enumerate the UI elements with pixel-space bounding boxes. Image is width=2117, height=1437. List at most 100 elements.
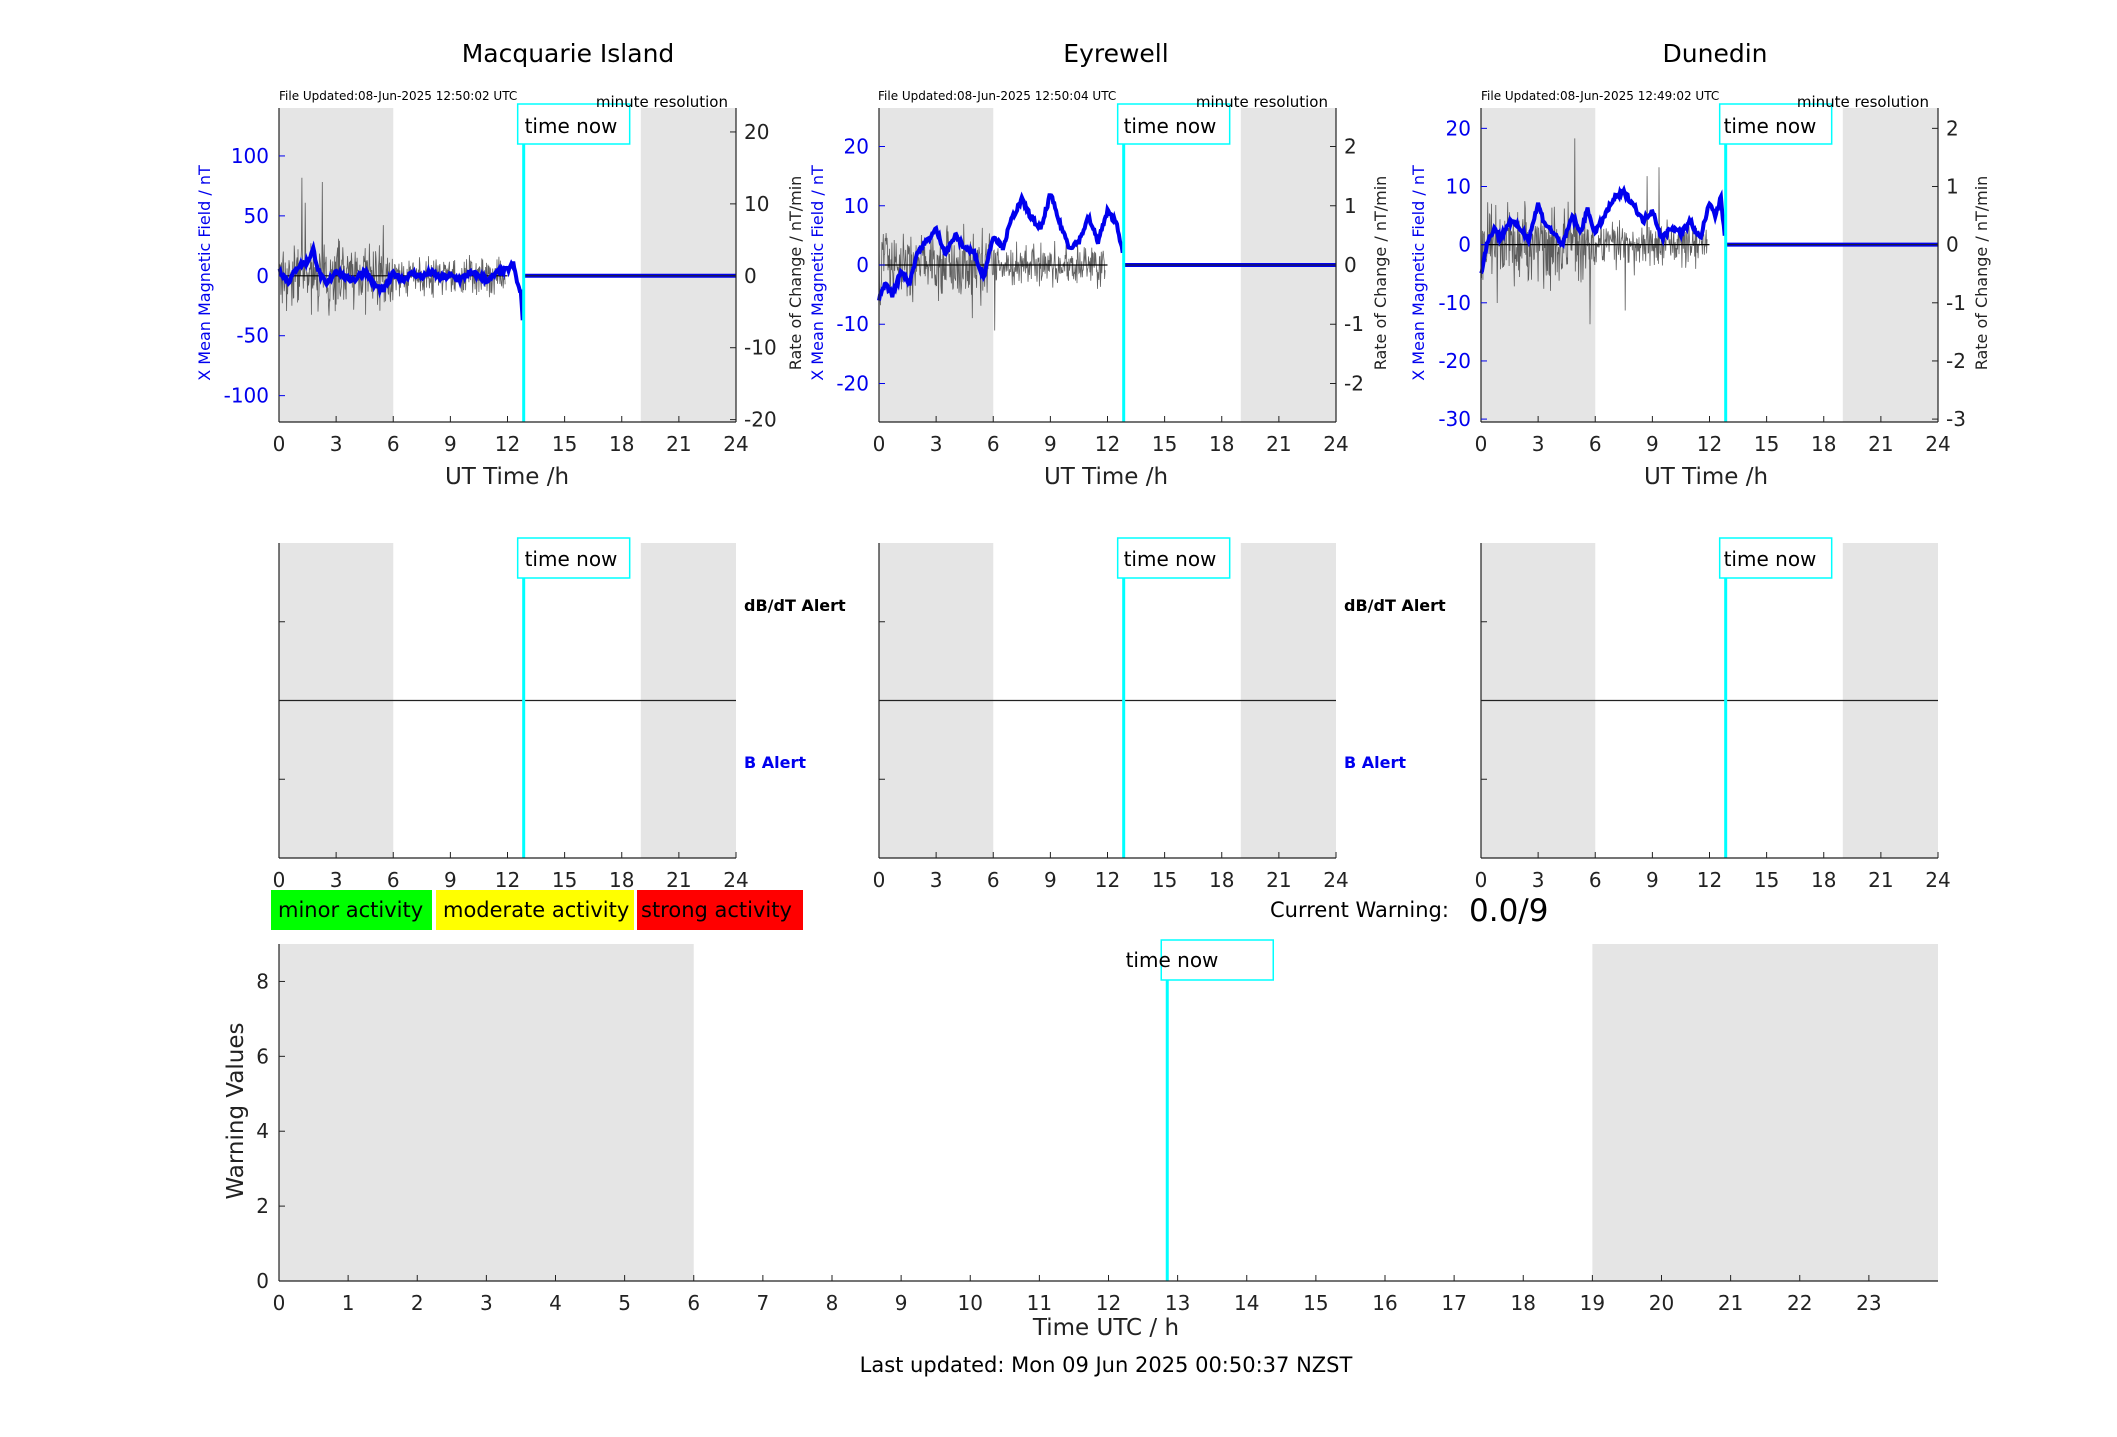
x-tick-label: 19 [1580, 1291, 1605, 1315]
b-alert-label: B Alert [1344, 753, 1406, 772]
x-tick-label: 0 [273, 432, 286, 456]
x-mean-field-line [277, 240, 525, 321]
moderate-activity-swatch [436, 890, 634, 930]
y-tick-label: 2 [256, 1194, 269, 1218]
x-tick-label: 6 [387, 868, 400, 892]
x-tick-label: 0 [1475, 432, 1488, 456]
x-tick-label: 0 [873, 868, 886, 892]
x-tick-label: 18 [609, 868, 634, 892]
x-tick-label: 1 [342, 1291, 355, 1315]
x-tick-label: 12 [495, 868, 520, 892]
x-tick-label: 3 [930, 868, 943, 892]
db-dt-alert-label: dB/dT Alert [1344, 596, 1446, 615]
x-tick-label: 15 [1152, 868, 1177, 892]
time-now-label: time now [1724, 114, 1817, 138]
x-mean-field-line [1479, 184, 1727, 275]
x-tick-label: 11 [1027, 1291, 1052, 1315]
left-y-axis-label: X Mean Magnetic Field / nT [1409, 165, 1428, 381]
x-tick-label: 4 [549, 1291, 562, 1315]
b-alert-label: B Alert [744, 753, 806, 772]
right-y-tick-label: -3 [1946, 407, 1966, 431]
left-y-tick-label: 100 [231, 144, 269, 168]
right-y-tick-label: 0 [1344, 253, 1357, 277]
x-tick-label: 9 [1044, 432, 1057, 456]
night-shade [279, 944, 694, 1281]
file-updated-label: File Updated:08-Jun-2025 12:50:04 UTC [878, 89, 1116, 103]
strong-activity-label: strong activity [641, 898, 792, 922]
station-panel-dunedin: 0 3 6 9 12 15 18 21 240 3 6 9 12 15 18 21 24-30-20-10010… [1409, 39, 1991, 892]
y-tick-label: 4 [256, 1119, 269, 1143]
last-updated: Last updated: Mon 09 Jun 2025 00:50:37 N… [860, 1353, 1353, 1377]
right-y-tick-label: -2 [1344, 371, 1364, 395]
time-now-label-alert: time now [525, 547, 618, 571]
x-tick-label: 3 [1532, 432, 1545, 456]
file-updated-label: File Updated:08-Jun-2025 12:49:02 UTC [1481, 89, 1719, 103]
x-tick-label: 13 [1165, 1291, 1190, 1315]
warning-plot-layer: 0 1 2 3 4 5 6 7 8 9 10 11 12 13 14 15 16 17 18 19 20 21 22 2302… [256, 939, 1938, 1315]
x-tick-label: 24 [1925, 868, 1950, 892]
x-tick-label: 9 [1044, 868, 1057, 892]
x-tick-label: 15 [1303, 1291, 1328, 1315]
station-panel-eyrewell: 0 3 6 9 12 15 18 21 240 3 6 9 12 15 18 21 24-20-1001020-… [808, 39, 1446, 892]
file-updated-label: File Updated:08-Jun-2025 12:50:02 UTC [279, 89, 517, 103]
minor-activity-label: minor activity [278, 898, 423, 922]
station-title: Macquarie Island [462, 39, 675, 68]
x-axis-label: UT Time /h [445, 464, 569, 490]
x-tick-label: 6 [1589, 868, 1602, 892]
time-now-box [1116, 537, 1231, 579]
x-tick-label: 6 [987, 868, 1000, 892]
x-tick-label: 24 [723, 868, 748, 892]
resolution-label: minute resolution [596, 93, 728, 111]
minor-activity-swatch [271, 890, 432, 930]
x-tick-label: 18 [1209, 868, 1234, 892]
right-y-tick-label: 2 [1946, 116, 1959, 140]
left-y-tick-label: 10 [844, 194, 869, 218]
left-y-tick-label: 10 [1446, 175, 1471, 199]
x-tick-label: 3 [330, 868, 343, 892]
left-y-tick-label: 50 [244, 204, 269, 228]
x-tick-label: 24 [1323, 868, 1348, 892]
left-y-tick-label: -20 [1438, 349, 1471, 373]
x-tick-label: 24 [723, 432, 748, 456]
x-tick-label: 18 [1209, 432, 1234, 456]
time-now-box [1718, 103, 1833, 145]
right-y-tick-label: -10 [744, 336, 777, 360]
activity-legend: minor activity moderate activity strong … [271, 890, 803, 930]
x-tick-label: 21 [1266, 432, 1291, 456]
time-now-box [516, 103, 631, 145]
x-tick-label: 9 [444, 432, 457, 456]
x-axis-label: UT Time /h [1644, 464, 1768, 490]
x-mean-field-line [877, 191, 1125, 301]
left-y-tick-label: -100 [224, 384, 269, 408]
right-y-tick-label: 1 [1946, 175, 1959, 199]
x-tick-label: 21 [666, 432, 691, 456]
x-tick-label: 12 [1697, 868, 1722, 892]
x-tick-label: 22 [1787, 1291, 1812, 1315]
night-shade [1592, 944, 1938, 1281]
x-tick-label: 17 [1441, 1291, 1466, 1315]
x-tick-label: 0 [273, 1291, 286, 1315]
current-warning-value: 0.0/9 [1469, 893, 1548, 929]
x-tick-label: 16 [1372, 1291, 1397, 1315]
x-tick-label: 18 [1811, 432, 1836, 456]
left-y-tick-label: -30 [1438, 407, 1471, 431]
right-y-tick-label: 20 [744, 120, 769, 144]
station-title: Eyrewell [1063, 39, 1168, 68]
x-tick-label: 8 [826, 1291, 839, 1315]
x-tick-label: 5 [618, 1291, 631, 1315]
warning-values-panel: 0 1 2 3 4 5 6 7 8 9 10 11 12 13 14 15 16 17 18 19 20 21 22 2302… [223, 939, 1938, 1341]
time-now-box [516, 537, 631, 579]
right-y-tick-label: 0 [744, 264, 757, 288]
current-warning-label: Current Warning: [1270, 898, 1449, 922]
right-y-tick-label: 10 [744, 192, 769, 216]
time-now-label: time now [525, 114, 618, 138]
left-y-axis-label: X Mean Magnetic Field / nT [808, 165, 827, 381]
warning-y-axis-label: Warning Values [223, 1022, 249, 1199]
x-tick-label: 15 [552, 868, 577, 892]
resolution-label: minute resolution [1797, 93, 1929, 111]
left-y-tick-label: 0 [256, 264, 269, 288]
y-tick-label: 0 [256, 1269, 269, 1293]
right-y-tick-label: 0 [1946, 233, 1959, 257]
